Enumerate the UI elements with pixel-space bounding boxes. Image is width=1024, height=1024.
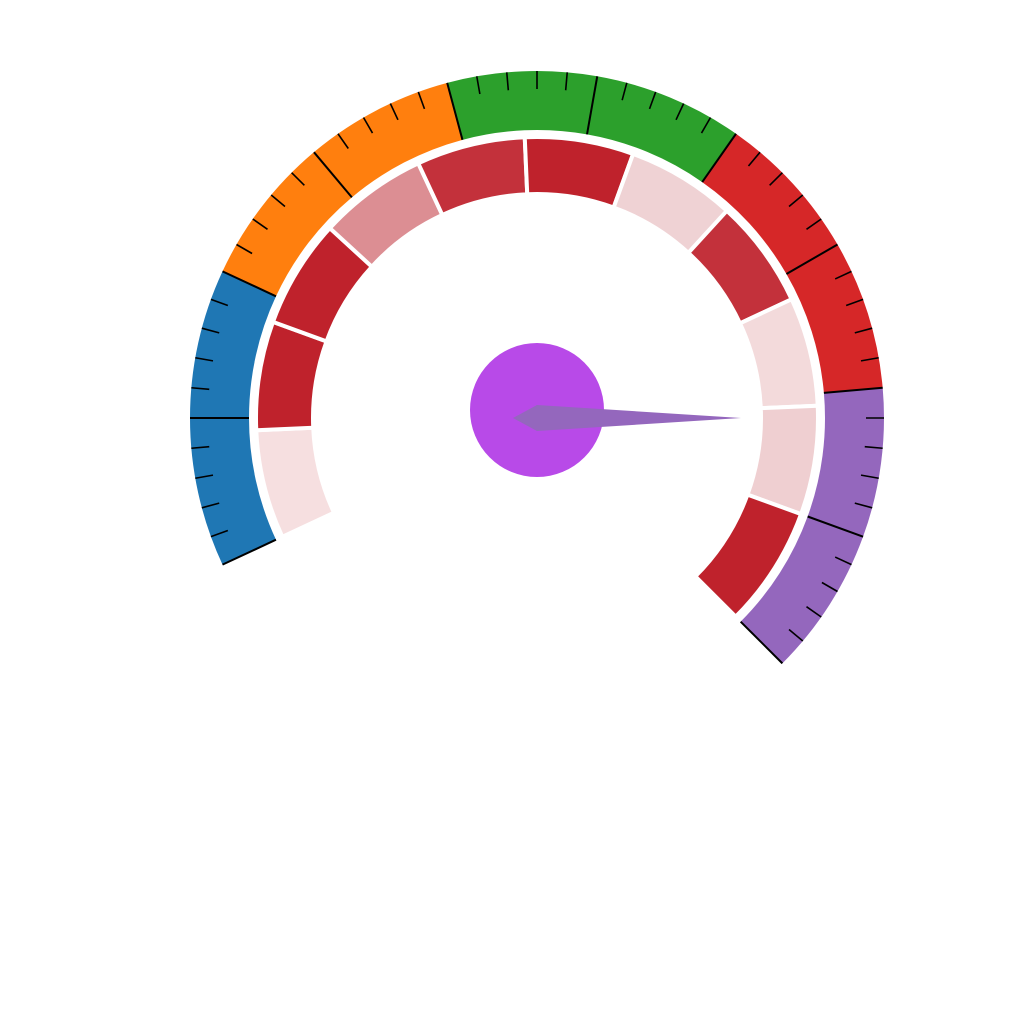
major-tick xyxy=(807,515,864,538)
minor-tick xyxy=(201,327,220,334)
minor-tick xyxy=(864,445,883,450)
major-tick xyxy=(222,538,277,566)
minor-tick xyxy=(700,117,712,134)
minor-tick xyxy=(337,133,349,149)
minor-tick xyxy=(291,172,305,186)
minor-tick xyxy=(854,502,873,509)
minor-tick xyxy=(362,117,374,134)
minor-tick xyxy=(191,445,210,450)
minor-tick xyxy=(854,327,873,334)
minor-tick xyxy=(505,72,510,91)
inner-segment-ring xyxy=(254,135,820,620)
minor-tick xyxy=(648,91,657,110)
minor-tick xyxy=(834,556,852,566)
minor-tick xyxy=(191,386,210,391)
minor-tick xyxy=(475,76,481,95)
inner-segment-1 xyxy=(254,425,337,540)
minor-tick xyxy=(252,218,268,230)
minor-tick xyxy=(821,581,838,593)
major-tick xyxy=(739,620,784,665)
minor-tick xyxy=(788,194,804,208)
outer-band-ring xyxy=(190,71,884,664)
minor-tick xyxy=(747,151,761,167)
needle-group xyxy=(470,343,741,477)
minor-tick xyxy=(195,356,214,362)
minor-tick xyxy=(210,298,229,307)
gauge-band-5 xyxy=(740,387,884,664)
minor-tick xyxy=(201,502,220,509)
minor-tick xyxy=(195,474,214,480)
minor-tick xyxy=(806,606,822,618)
major-tick xyxy=(586,76,599,135)
minor-tick xyxy=(389,103,399,121)
minor-tick xyxy=(417,91,426,110)
minor-tick xyxy=(564,72,569,91)
minor-tick xyxy=(236,243,253,255)
major-tick xyxy=(785,243,839,275)
major-tick xyxy=(446,82,464,141)
tick-marks xyxy=(190,71,884,665)
minor-tick xyxy=(860,356,879,362)
major-tick xyxy=(823,386,883,394)
minor-tick xyxy=(806,218,822,230)
major-tick xyxy=(701,133,737,183)
minor-tick xyxy=(270,194,286,208)
major-tick xyxy=(313,151,353,199)
minor-tick xyxy=(834,270,852,280)
gauge-band-3 xyxy=(447,71,737,183)
gauge-needle xyxy=(513,405,741,431)
minor-tick xyxy=(860,474,879,480)
minor-tick xyxy=(621,82,628,101)
gauge-band-4 xyxy=(702,133,883,393)
minor-tick xyxy=(769,172,783,186)
gauge-band-2 xyxy=(222,82,463,297)
inner-segment-11 xyxy=(692,492,804,620)
minor-tick xyxy=(210,529,229,538)
major-tick xyxy=(222,270,277,298)
minor-tick xyxy=(845,298,864,307)
minor-tick xyxy=(675,103,685,121)
minor-tick xyxy=(788,628,804,642)
